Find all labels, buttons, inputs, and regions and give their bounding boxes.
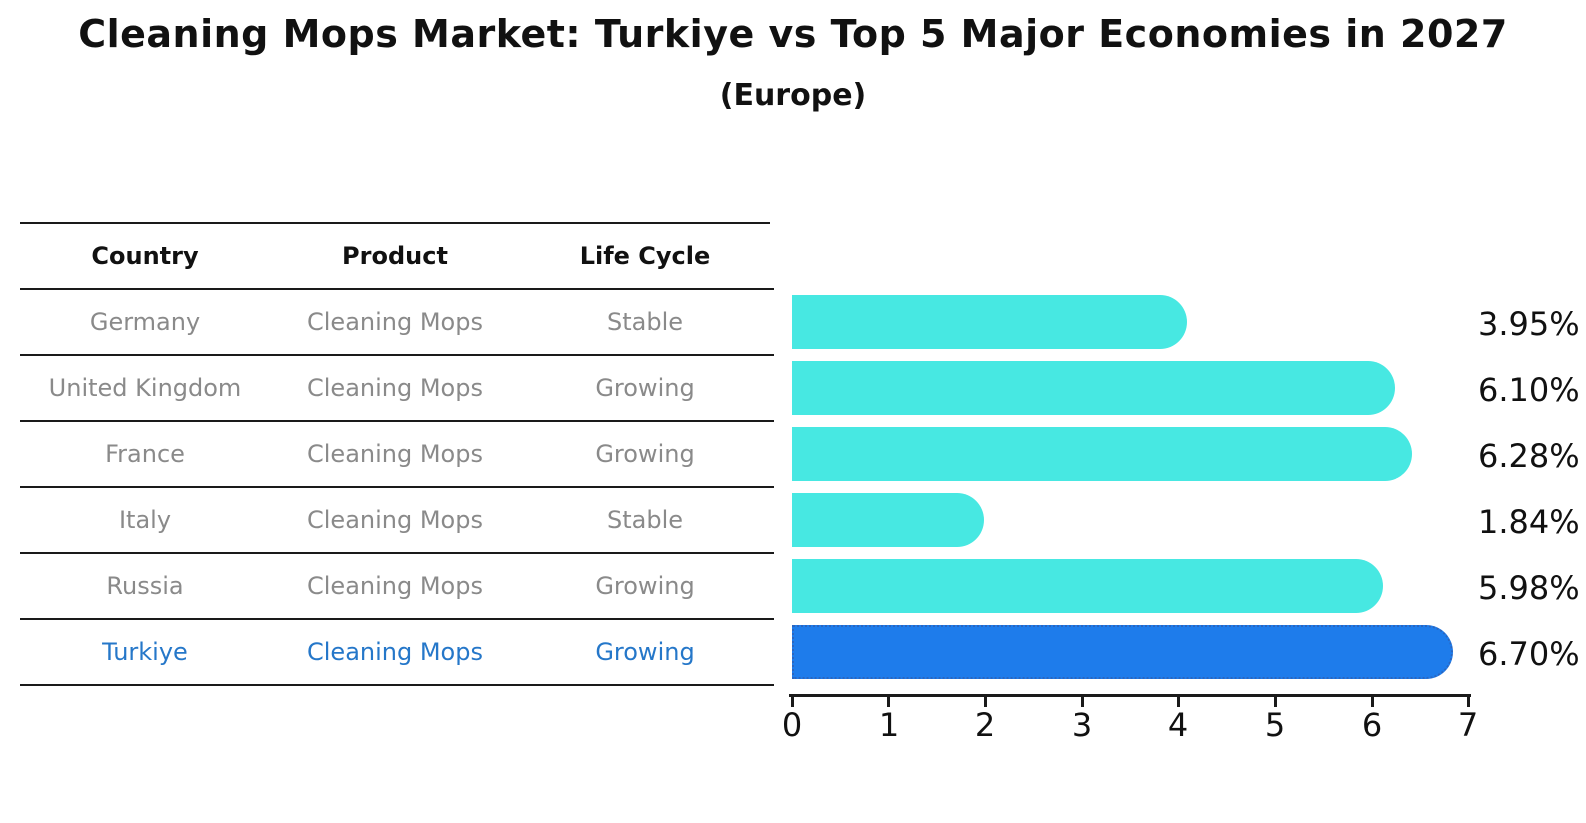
- cell-country: Germany: [89, 308, 201, 336]
- col-header-product: Product: [342, 242, 448, 270]
- cell-product: Cleaning Mops: [307, 638, 483, 666]
- x-axis-tick: [1467, 697, 1470, 707]
- bar-united-kingdom: [792, 361, 1396, 415]
- cell-country: United Kingdom: [48, 374, 242, 402]
- value-label-united-kingdom: 6.10%: [1478, 371, 1580, 409]
- x-axis-tick: [1177, 697, 1180, 707]
- table-row: France Cleaning Mops Growing: [20, 422, 770, 488]
- cell-country: Italy: [118, 506, 172, 534]
- x-axis-tick: [887, 697, 890, 707]
- bar-france: [792, 427, 1413, 481]
- x-tick-label: 7: [1457, 706, 1479, 744]
- table-row: Germany Cleaning Mops Stable: [20, 290, 770, 356]
- table-header-row: Country Product Life Cycle: [20, 224, 770, 290]
- y-axis-tick: [757, 684, 774, 686]
- table-row: Italy Cleaning Mops Stable: [20, 488, 770, 554]
- cell-life-cycle: Growing: [595, 572, 695, 600]
- y-axis-tick: [757, 288, 774, 290]
- col-header-country: Country: [91, 242, 199, 270]
- x-tick-label: 4: [1167, 706, 1189, 744]
- chart-subtitle: (Europe): [719, 78, 867, 113]
- table-row: Russia Cleaning Mops Growing: [20, 554, 770, 620]
- x-axis-tick: [1274, 697, 1277, 707]
- cell-life-cycle: Growing: [595, 638, 695, 666]
- bar-russia: [792, 559, 1384, 613]
- x-tick-label: 1: [878, 706, 900, 744]
- cell-product: Cleaning Mops: [307, 572, 483, 600]
- x-axis-tick: [791, 697, 794, 707]
- x-axis-tick: [1081, 697, 1084, 707]
- value-label-russia: 5.98%: [1478, 569, 1580, 607]
- col-header-life-cycle: Life Cycle: [579, 242, 711, 270]
- cell-product: Cleaning Mops: [307, 308, 483, 336]
- y-axis-tick: [757, 618, 774, 620]
- x-tick-label: 6: [1361, 706, 1383, 744]
- table-row-highlighted: Turkiye Cleaning Mops Growing: [20, 620, 770, 686]
- value-label-france: 6.28%: [1478, 437, 1580, 475]
- y-axis-tick: [757, 420, 774, 422]
- cell-life-cycle: Growing: [595, 440, 695, 468]
- x-tick-label: 0: [781, 706, 803, 744]
- bar-italy: [792, 493, 984, 547]
- chart-title: Cleaning Mops Market: Turkiye vs Top 5 M…: [78, 12, 1508, 56]
- y-axis-tick: [757, 354, 774, 356]
- y-axis-tick: [757, 552, 774, 554]
- country-table: Country Product Life Cycle Germany Clean…: [20, 222, 770, 686]
- value-label-turkiye: 6.70%: [1478, 635, 1580, 673]
- cell-country: France: [105, 440, 185, 468]
- cell-country: Russia: [106, 572, 184, 600]
- x-axis-line: [789, 694, 1471, 697]
- x-tick-label: 3: [1071, 706, 1093, 744]
- value-label-italy: 1.84%: [1478, 503, 1580, 541]
- x-axis-tick: [1371, 697, 1374, 707]
- table-row: United Kingdom Cleaning Mops Growing: [20, 356, 770, 422]
- cell-life-cycle: Stable: [606, 506, 684, 534]
- cell-life-cycle: Growing: [595, 374, 695, 402]
- cell-product: Cleaning Mops: [307, 374, 483, 402]
- bar-plot: [792, 289, 1468, 685]
- x-tick-label: 2: [974, 706, 996, 744]
- x-tick-label: 5: [1264, 706, 1286, 744]
- bar-germany: [792, 295, 1188, 349]
- bar-turkiye: [792, 625, 1454, 679]
- value-labels: 3.95% 6.10% 6.28% 1.84% 5.98% 6.70%: [1478, 289, 1583, 685]
- cell-product: Cleaning Mops: [307, 506, 483, 534]
- cell-country: Turkiye: [102, 638, 188, 666]
- x-axis-tick: [984, 697, 987, 707]
- y-axis-tick: [757, 486, 774, 488]
- cell-product: Cleaning Mops: [307, 440, 483, 468]
- value-label-germany: 3.95%: [1478, 305, 1580, 343]
- cell-life-cycle: Stable: [606, 308, 684, 336]
